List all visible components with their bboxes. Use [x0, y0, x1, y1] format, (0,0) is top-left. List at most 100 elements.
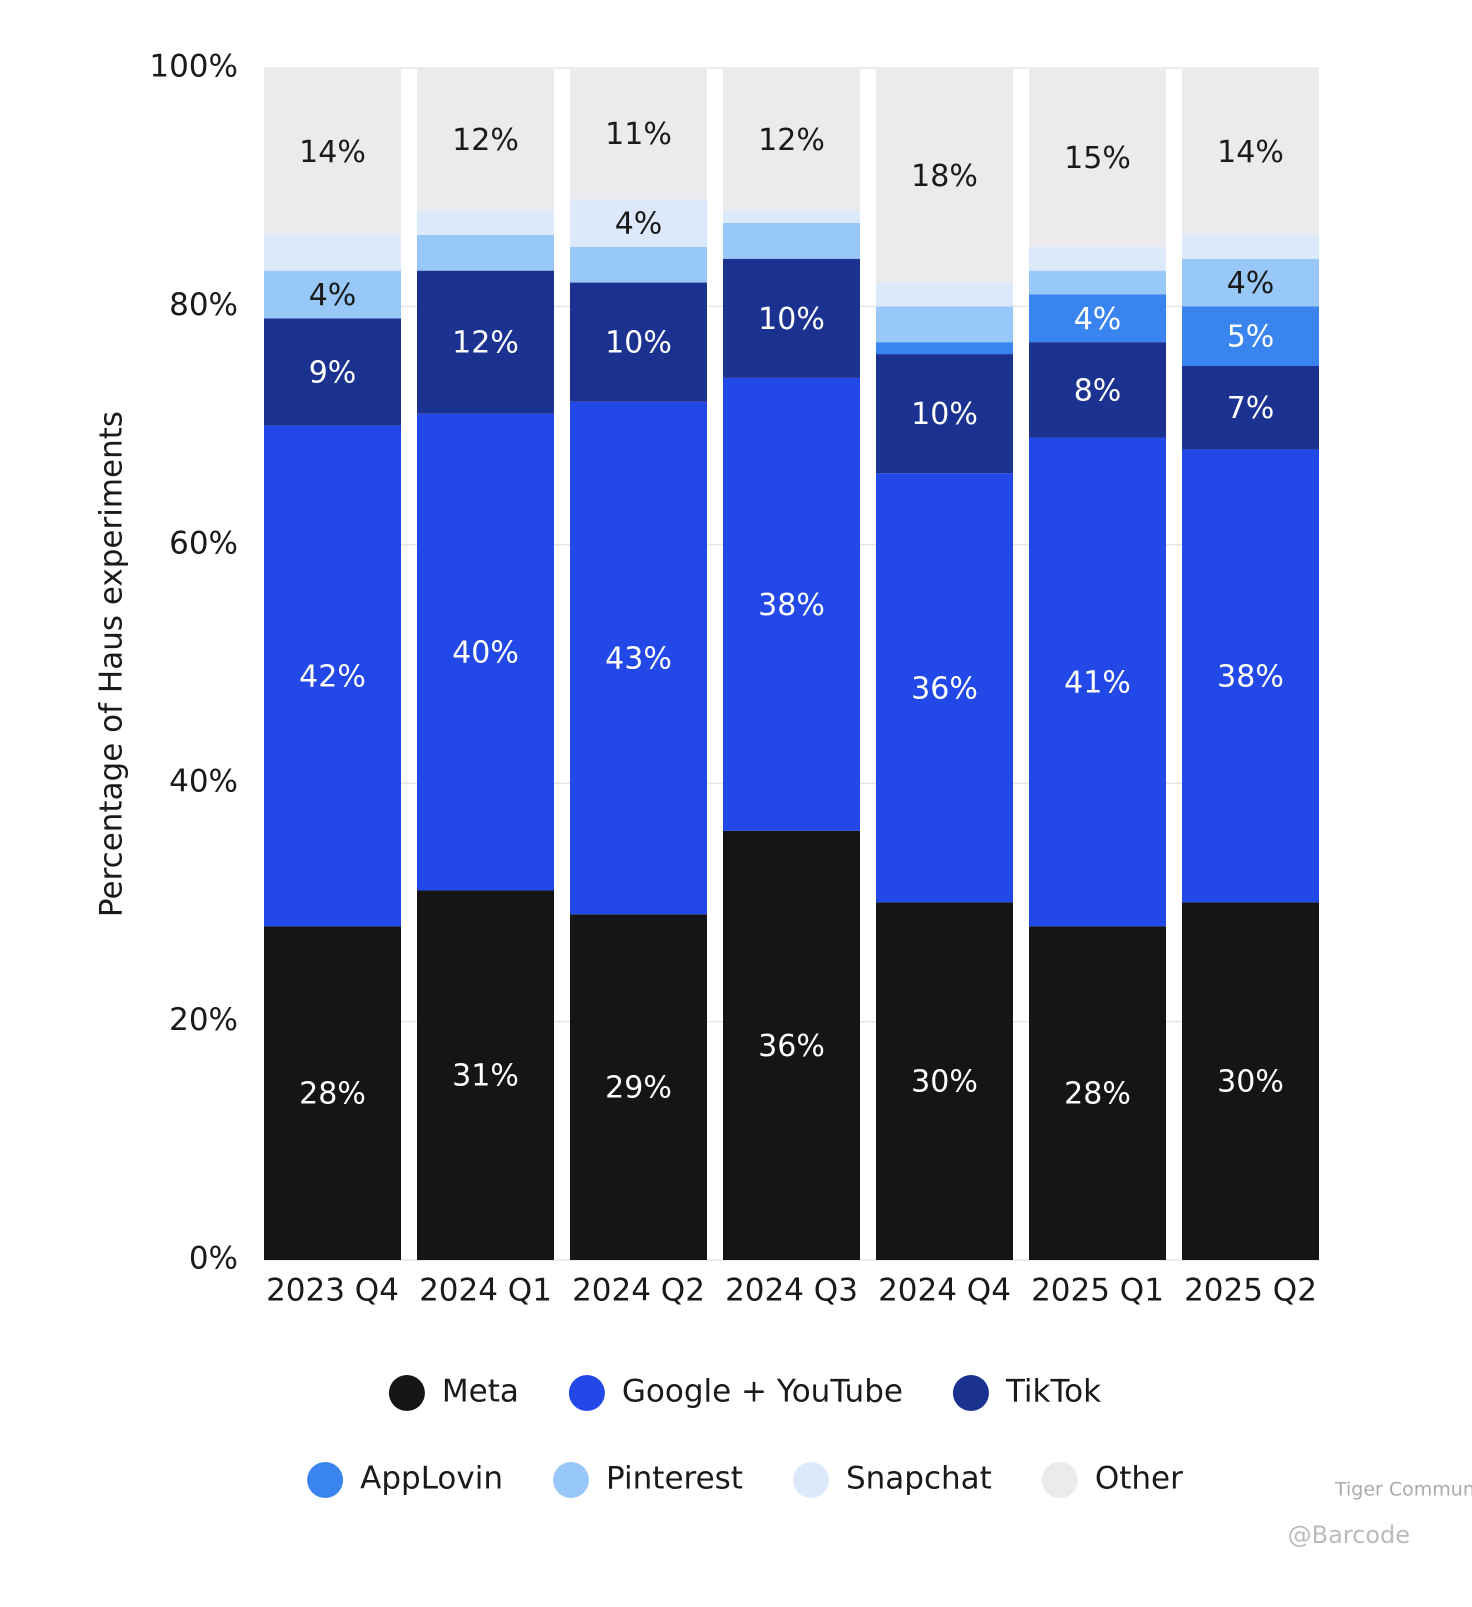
- bar-segment: [264, 68, 401, 235]
- legend-marker: [952, 1375, 989, 1411]
- legend-marker: [568, 1375, 605, 1411]
- bar-segment: [1029, 926, 1166, 1260]
- legend-label: Other: [1095, 1461, 1183, 1497]
- bar-segment: [723, 830, 860, 1260]
- bar-segment: [1182, 234, 1319, 259]
- bar-segment: [723, 211, 860, 223]
- bar-segment: [876, 306, 1013, 343]
- bar-segment: [1029, 246, 1166, 271]
- legend-marker: [1041, 1462, 1078, 1498]
- bar-segment: [876, 902, 1013, 1260]
- bar-segment: [417, 270, 554, 414]
- bar-segment: [1182, 366, 1319, 450]
- bar-segment: [723, 68, 860, 212]
- bar-segment: [570, 914, 707, 1260]
- bar-segment: [417, 234, 554, 271]
- bar-segment: [570, 401, 707, 915]
- x-tick-label: 2025 Q2: [1184, 1273, 1317, 1309]
- watermark: @Barcode: [1288, 1521, 1410, 1549]
- legend-label: Snapchat: [846, 1461, 992, 1497]
- value-label: 40%: [452, 636, 519, 671]
- bar-segment: [1182, 306, 1319, 366]
- value-label: 38%: [1217, 659, 1284, 694]
- value-label: 10%: [758, 302, 825, 337]
- bar-segment: [723, 377, 860, 831]
- bar-segment: [723, 258, 860, 378]
- bar-segment: [1029, 294, 1166, 343]
- bar-segment: [1029, 437, 1166, 927]
- watermark: Tiger Community: [1334, 1479, 1472, 1501]
- bar-segment: [1182, 258, 1319, 307]
- value-label: 9%: [309, 355, 357, 390]
- value-label: 14%: [1217, 135, 1284, 170]
- value-label: 28%: [299, 1077, 366, 1112]
- value-label: 28%: [1064, 1077, 1131, 1112]
- legend-marker: [553, 1462, 590, 1498]
- bar-segment: [1182, 68, 1319, 235]
- legend-label: Pinterest: [606, 1461, 743, 1497]
- value-label: 8%: [1074, 373, 1122, 408]
- bar-segment: [1029, 68, 1166, 247]
- value-label: 7%: [1227, 391, 1275, 426]
- legend-marker: [388, 1375, 425, 1411]
- x-tick-label: 2024 Q3: [725, 1273, 858, 1309]
- value-label: 38%: [758, 588, 825, 623]
- bar-segment: [570, 246, 707, 283]
- value-label: 4%: [615, 206, 663, 241]
- bar-segment: [264, 270, 401, 319]
- value-label: 10%: [605, 326, 672, 361]
- value-label: 4%: [1227, 266, 1275, 301]
- legend-label: Meta: [442, 1374, 519, 1410]
- bar-segment: [1182, 449, 1319, 903]
- value-label: 4%: [1074, 302, 1122, 337]
- value-label: 43%: [605, 642, 672, 677]
- x-tick-label: 2024 Q4: [878, 1273, 1011, 1309]
- bar-segment: [417, 413, 554, 891]
- y-tick-label: 40%: [169, 764, 238, 800]
- value-label: 30%: [1217, 1065, 1284, 1100]
- bar-segment: [876, 68, 1013, 283]
- bar-segment: [723, 222, 860, 259]
- bar-segment: [876, 473, 1013, 903]
- bar-segment: [570, 199, 707, 247]
- value-label: 41%: [1064, 665, 1131, 700]
- bar-segment: [417, 68, 554, 212]
- value-label: 30%: [911, 1065, 978, 1100]
- value-label: 18%: [911, 159, 978, 194]
- y-tick-label: 20%: [169, 1002, 238, 1038]
- value-label: 36%: [911, 671, 978, 706]
- y-tick-label: 0%: [189, 1241, 238, 1277]
- value-label: 15%: [1064, 141, 1131, 176]
- value-label: 4%: [309, 278, 357, 313]
- legend-marker: [307, 1462, 344, 1498]
- value-label: 14%: [299, 135, 366, 170]
- x-tick-label: 2023 Q4: [266, 1273, 399, 1309]
- y-axis-label: Percentage of Haus experiments: [94, 411, 130, 917]
- bar-segment: [1029, 270, 1166, 295]
- bar-segment: [264, 318, 401, 426]
- x-tick-label: 2024 Q2: [572, 1273, 705, 1309]
- bar-segment: [264, 234, 401, 271]
- bar-segment: [417, 211, 554, 235]
- bar-segment: [876, 354, 1013, 474]
- y-tick-label: 60%: [169, 525, 238, 561]
- value-label: 5%: [1227, 320, 1275, 355]
- bar-segment: [876, 282, 1013, 307]
- value-label: 11%: [605, 117, 672, 152]
- value-label: 12%: [452, 326, 519, 361]
- legend-label: AppLovin: [360, 1461, 503, 1497]
- bar-segment: [417, 890, 554, 1260]
- value-label: 10%: [911, 397, 978, 432]
- value-label: 31%: [452, 1059, 519, 1094]
- value-label: 29%: [605, 1071, 672, 1106]
- x-tick-label: 2024 Q1: [419, 1273, 552, 1309]
- bar-segment: [1029, 342, 1166, 438]
- y-tick-label: 100%: [149, 49, 238, 85]
- value-label: 42%: [299, 659, 366, 694]
- value-label: 12%: [452, 123, 519, 158]
- x-tick-label: 2025 Q1: [1031, 1273, 1164, 1309]
- legend-label: TikTok: [1005, 1374, 1101, 1410]
- legend-marker: [792, 1462, 829, 1498]
- bar-segment: [264, 926, 401, 1260]
